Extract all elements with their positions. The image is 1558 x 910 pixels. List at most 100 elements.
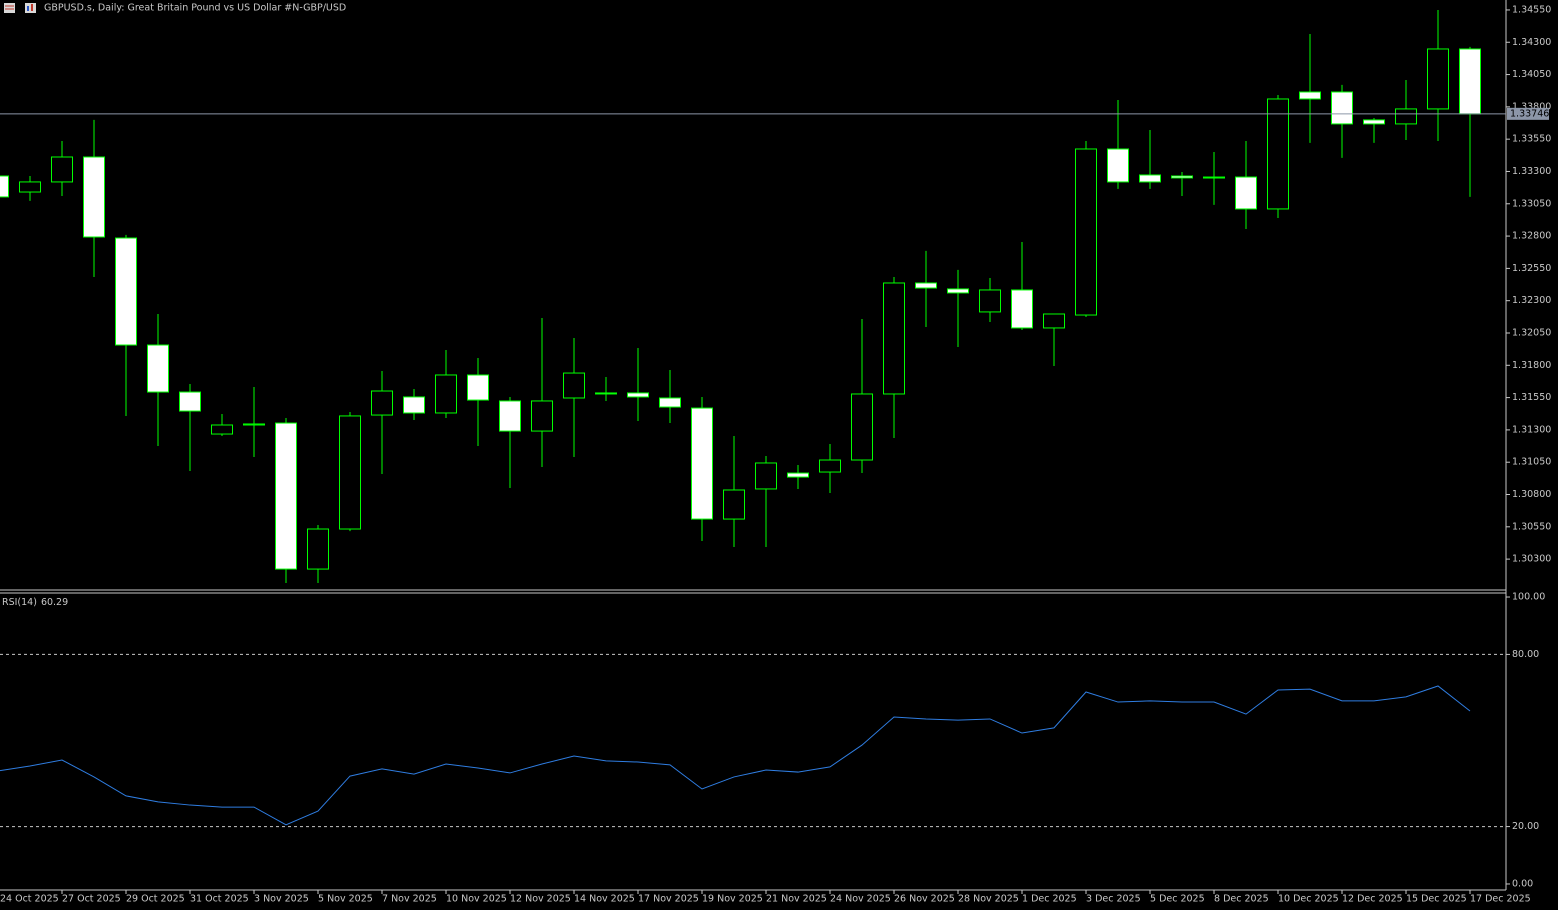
candle-body — [979, 289, 1001, 313]
candle-body — [467, 374, 489, 401]
candle-body — [83, 156, 105, 238]
y-tick-label: 100.00 — [1512, 592, 1545, 603]
candle-body — [403, 396, 425, 414]
x-tick-label: 7 Nov 2025 — [382, 894, 437, 905]
candle-body — [1139, 174, 1161, 183]
x-tick-label: 8 Dec 2025 — [1214, 894, 1269, 905]
candle-body — [787, 472, 809, 478]
y-tick-label: 1.34300 — [1512, 37, 1551, 48]
candle-body — [851, 393, 873, 461]
y-tick-label: 1.31050 — [1512, 457, 1551, 468]
indicator-title: RSI(14) 60.29 — [2, 597, 68, 608]
x-tick-label: 5 Nov 2025 — [318, 894, 373, 905]
y-tick-label: 1.32800 — [1512, 231, 1551, 242]
candle-body — [1203, 176, 1225, 179]
candle-body — [51, 156, 73, 183]
y-tick-label: 1.31300 — [1512, 424, 1551, 435]
candle-body — [0, 175, 9, 198]
candle-body — [1331, 91, 1353, 125]
y-tick-label: 1.30550 — [1512, 521, 1551, 532]
candle-body — [819, 459, 841, 473]
y-tick-label: 1.31550 — [1512, 392, 1551, 403]
y-tick-label: 1.32050 — [1512, 327, 1551, 338]
rsi-line — [0, 685, 1471, 826]
x-tick-label: 24 Oct 2025 — [0, 894, 59, 905]
candle-body — [275, 422, 297, 570]
y-tick-label: 1.30300 — [1512, 554, 1551, 565]
x-tick-label: 19 Nov 2025 — [702, 894, 763, 905]
y-tick-label: 20.00 — [1512, 821, 1539, 832]
x-tick-label: 27 Oct 2025 — [62, 894, 121, 905]
x-tick-label: 29 Oct 2025 — [126, 894, 185, 905]
candle-body — [371, 390, 393, 416]
candle-body — [1011, 289, 1033, 329]
candle-body — [691, 407, 713, 520]
candle-body — [1267, 98, 1289, 210]
candle-body — [1075, 148, 1097, 316]
x-tick-label: 31 Oct 2025 — [190, 894, 249, 905]
x-tick-label: 1 Dec 2025 — [1022, 894, 1077, 905]
candle-body — [1459, 48, 1481, 115]
x-tick-label: 17 Nov 2025 — [638, 894, 699, 905]
y-tick-label: 1.31800 — [1512, 360, 1551, 371]
candle-body — [1235, 176, 1257, 210]
candle-body — [1043, 313, 1065, 329]
candle-body — [115, 237, 137, 346]
y-tick-label: 80.00 — [1512, 649, 1539, 660]
candle-body — [211, 424, 233, 435]
candle-body — [595, 392, 617, 395]
indicator-value: 60.29 — [41, 597, 68, 608]
x-tick-label: 21 Nov 2025 — [766, 894, 827, 905]
candle-body — [563, 372, 585, 399]
candle-body — [339, 415, 361, 530]
candle-body — [1395, 108, 1417, 125]
candle-body — [243, 423, 265, 426]
symbol-icons — [4, 3, 36, 13]
candle-body — [147, 344, 169, 393]
x-tick-label: 15 Dec 2025 — [1406, 894, 1467, 905]
x-tick-label: 26 Nov 2025 — [894, 894, 955, 905]
candle-body — [1427, 48, 1449, 110]
candle-body — [883, 282, 905, 395]
chart-title: GBPUSD.s, Daily: Great Britain Pound vs … — [44, 3, 346, 14]
x-tick-label: 10 Nov 2025 — [446, 894, 507, 905]
x-tick-label: 10 Dec 2025 — [1278, 894, 1339, 905]
current-price-label: 1.33746 — [1510, 108, 1549, 119]
candle-body — [19, 181, 41, 193]
y-tick-label: 1.33800 — [1512, 101, 1551, 112]
x-tick-label: 12 Dec 2025 — [1342, 894, 1403, 905]
y-tick-label: 1.33050 — [1512, 198, 1551, 209]
y-tick-label: 1.33300 — [1512, 166, 1551, 177]
candle-body — [499, 400, 521, 432]
candle-body — [1299, 91, 1321, 100]
x-tick-label: 3 Dec 2025 — [1086, 894, 1141, 905]
x-tick-label: 12 Nov 2025 — [510, 894, 571, 905]
y-tick-label: 1.34050 — [1512, 69, 1551, 80]
candle-body — [307, 528, 329, 570]
candle-body — [435, 374, 457, 414]
y-tick-label: 1.33550 — [1512, 134, 1551, 145]
y-tick-label: 1.32550 — [1512, 263, 1551, 274]
candle-body — [1171, 175, 1193, 179]
candle-body — [531, 400, 553, 432]
candle-body — [947, 288, 969, 294]
current-price-box — [1507, 107, 1549, 120]
candle-body — [179, 391, 201, 412]
candle-body — [1107, 148, 1129, 183]
x-tick-label: 28 Nov 2025 — [958, 894, 1019, 905]
candle-body — [723, 489, 745, 520]
indicator-name: RSI(14) — [2, 597, 37, 608]
candle-body — [915, 282, 937, 289]
candle-body — [659, 397, 681, 408]
y-tick-label: 1.34550 — [1512, 4, 1551, 15]
candle-body — [627, 392, 649, 398]
y-tick-label: 1.32300 — [1512, 295, 1551, 306]
x-tick-label: 5 Dec 2025 — [1150, 894, 1205, 905]
candle-body — [1363, 119, 1385, 125]
x-tick-label: 17 Dec 2025 — [1470, 894, 1531, 905]
y-tick-label: 0.00 — [1512, 878, 1533, 889]
x-tick-label: 3 Nov 2025 — [254, 894, 309, 905]
